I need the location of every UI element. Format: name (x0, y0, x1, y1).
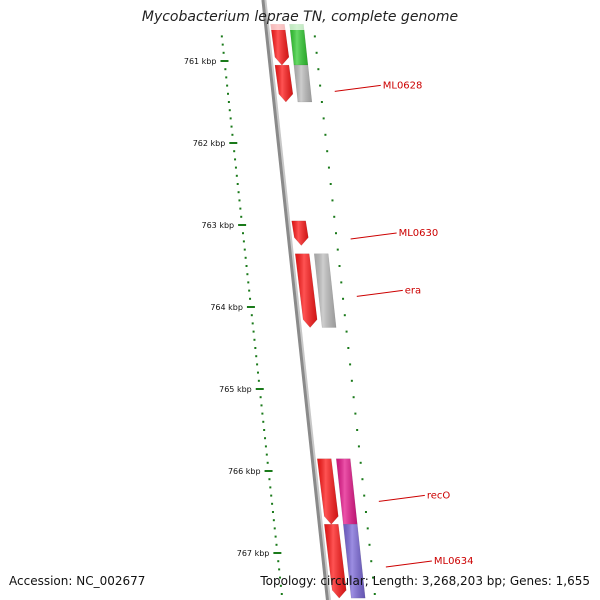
backbone-shadow (263, 0, 331, 600)
accession-text: Accession: NC_002677 (9, 574, 146, 588)
feature-shine (314, 253, 337, 328)
scale-label: 765 kbp (219, 385, 252, 394)
gene-label: ML0630 (399, 228, 439, 239)
scale-layer: 761 kbp 762 kbp 763 kbp 764 kbp 765 kbp 766 k… (184, 35, 376, 595)
feature-shine (274, 65, 293, 102)
feature-shine (295, 253, 318, 328)
gene-leader-line (350, 232, 397, 240)
scale-label: 761 kbp (184, 57, 217, 66)
gene-label: ML0634 (434, 556, 474, 567)
feature-layer (270, 0, 366, 599)
feature-shine (289, 24, 308, 66)
feature-shine (336, 458, 358, 525)
summary-text: Topology: circular; Length: 3,268,203 bp… (260, 574, 590, 588)
feature-shine (343, 524, 366, 599)
gene-label-layer: ML0628 ML0630 era recO ML0634 (334, 80, 474, 568)
scale-label: 763 kbp (202, 221, 235, 230)
feature-shine (291, 220, 309, 246)
scale-label: 764 kbp (210, 303, 243, 312)
gene-leader-line (356, 289, 403, 297)
fade-mask (270, 0, 287, 30)
genome-backbone (261, 0, 329, 600)
feature-shine (293, 65, 312, 102)
fade-mask (289, 0, 306, 30)
map-title: Mycobacterium leprae TN, complete genome (141, 9, 459, 25)
gene-label: recO (427, 490, 451, 501)
gene-label: ML0628 (383, 80, 423, 91)
feature-shine (270, 24, 289, 66)
scale-label: 767 kbp (237, 549, 270, 558)
gene-label: era (405, 285, 421, 296)
feature-shine (324, 524, 347, 599)
scale-label: 766 kbp (228, 467, 261, 476)
scale-label: 762 kbp (193, 139, 226, 148)
gene-leader-line (385, 560, 432, 568)
feature-shine (317, 458, 339, 525)
backbone-layer (261, 0, 331, 600)
gene-leader-line (334, 84, 381, 92)
gene-leader-line (378, 494, 425, 502)
